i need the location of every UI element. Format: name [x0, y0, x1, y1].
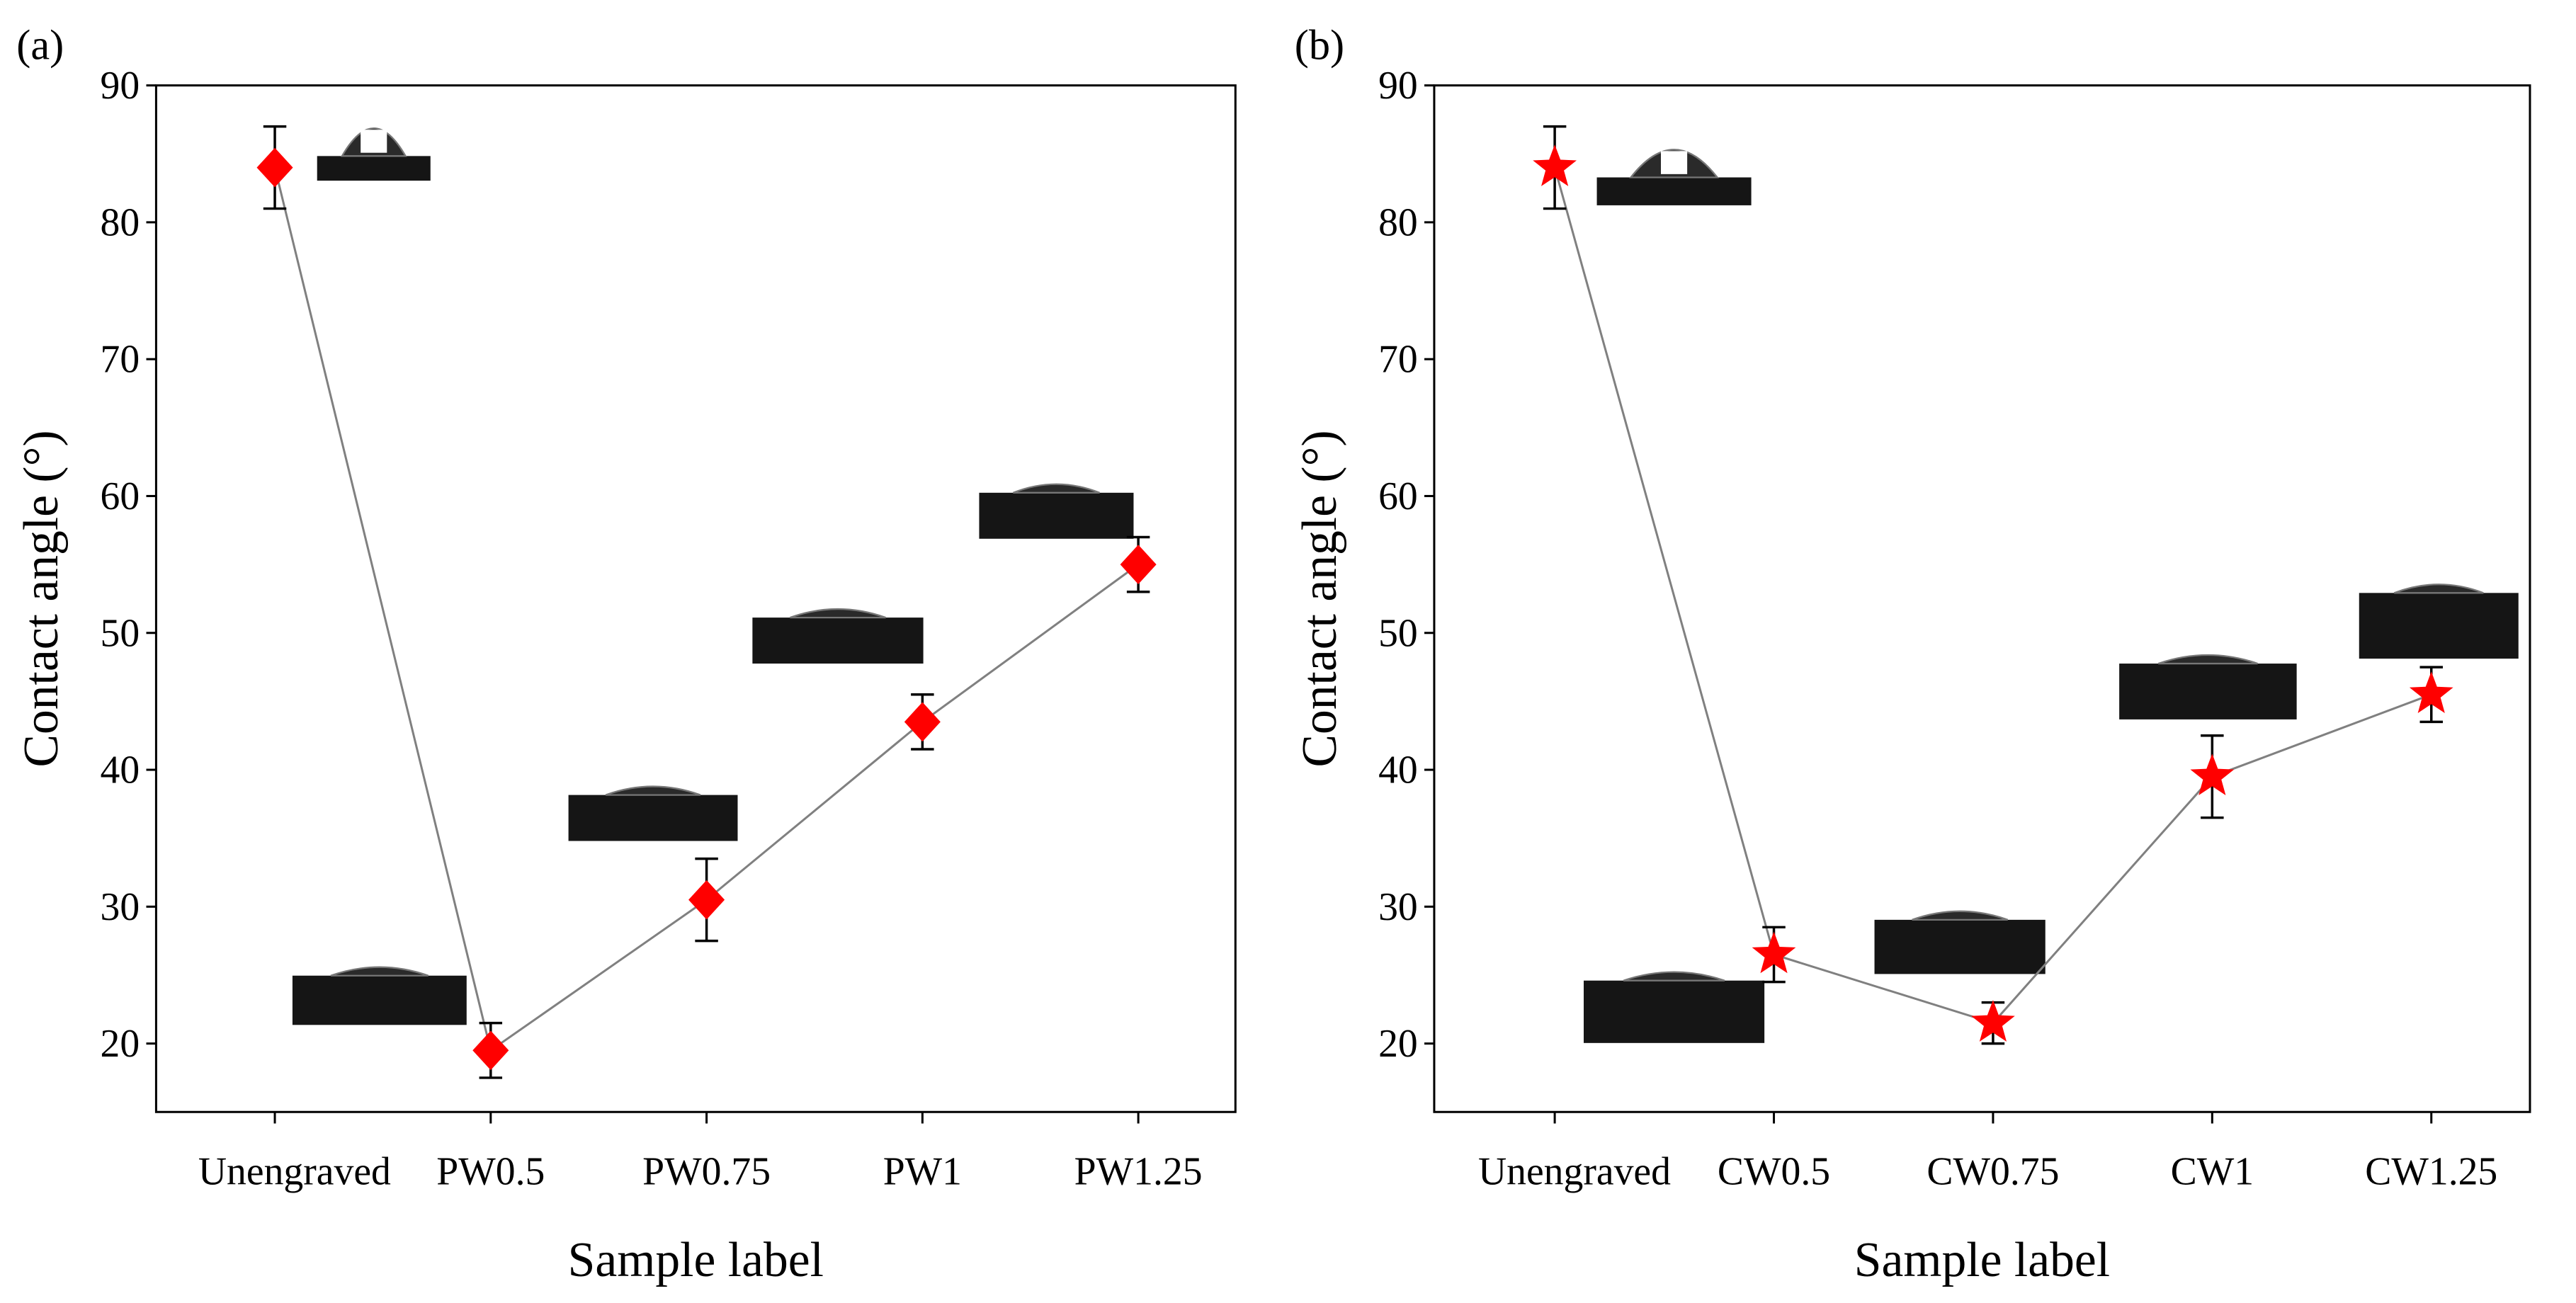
x-tick-label: PW1 — [883, 1149, 962, 1193]
y-tick-label: 90 — [101, 64, 140, 108]
droplet-photo — [1874, 919, 2046, 974]
marker — [688, 880, 725, 920]
series-line — [1553, 167, 2432, 1025]
x-axis-label: Sample label — [568, 1233, 824, 1287]
marker — [2409, 671, 2453, 714]
droplet — [2393, 584, 2484, 594]
x-tick-label: PW0.75 — [642, 1149, 771, 1193]
x-tick-label: CW1 — [2171, 1149, 2254, 1193]
x-tick-label: CW0.5 — [1718, 1149, 1830, 1193]
droplet — [790, 608, 886, 619]
droplet-photo — [752, 618, 924, 664]
droplet — [1623, 971, 1725, 981]
y-tick-label: 50 — [1378, 611, 1418, 655]
marker — [2190, 753, 2235, 795]
droplet — [330, 966, 429, 977]
y-tick-label: 80 — [101, 200, 140, 244]
panel-label: (b) — [1295, 21, 1344, 69]
droplet — [1012, 483, 1100, 494]
droplet — [605, 785, 701, 796]
y-tick-label: 80 — [1378, 200, 1418, 244]
droplet — [1912, 910, 2009, 921]
x-tick-label: PW1.25 — [1074, 1149, 1203, 1193]
droplet-photo — [317, 156, 431, 181]
y-tick-label: 20 — [1378, 1022, 1418, 1066]
y-tick-label: 70 — [1378, 338, 1418, 382]
y-tick-label: 30 — [1378, 885, 1418, 929]
plot-frame — [1433, 84, 2531, 1113]
droplet-photo — [979, 492, 1134, 539]
y-tick-label: 90 — [1378, 64, 1418, 108]
y-axis-label: Contact angle (°) — [1293, 430, 1347, 767]
plot-frame — [154, 84, 1237, 1113]
x-tick-label: Unengraved — [1478, 1149, 1671, 1193]
marker — [1533, 144, 1577, 186]
droplet — [2157, 654, 2258, 665]
droplet-photo — [2119, 664, 2297, 719]
droplet-photo — [568, 795, 738, 841]
droplet-photo — [1596, 177, 1752, 205]
x-tick-label: Unengraved — [198, 1149, 391, 1193]
x-tick-label: PW0.5 — [436, 1149, 545, 1193]
droplet-photo — [2359, 593, 2519, 659]
x-tick-label: CW1.25 — [2365, 1149, 2497, 1193]
y-tick-label: 60 — [1378, 474, 1418, 518]
y-tick-label: 30 — [101, 885, 140, 929]
y-tick-label: 60 — [101, 474, 140, 518]
y-tick-label: 40 — [1378, 749, 1418, 792]
x-tick-label: CW0.75 — [1927, 1149, 2059, 1193]
marker — [904, 702, 941, 742]
y-axis-label: Contact angle (°) — [14, 430, 69, 767]
panel-label: (a) — [16, 21, 64, 69]
droplet-photo — [292, 975, 467, 1025]
marker — [256, 147, 293, 188]
marker — [1120, 545, 1157, 584]
y-tick-label: 50 — [101, 611, 140, 655]
y-tick-label: 70 — [101, 338, 140, 382]
droplet-photo — [1583, 980, 1765, 1043]
y-tick-label: 40 — [101, 749, 140, 792]
droplet-highlight — [361, 130, 387, 153]
marker — [1971, 1000, 2015, 1042]
x-axis-label: Sample label — [1854, 1233, 2110, 1287]
y-tick-label: 20 — [101, 1022, 140, 1066]
marker — [1752, 931, 1796, 974]
droplet-highlight — [1661, 151, 1688, 174]
marker — [472, 1030, 509, 1071]
